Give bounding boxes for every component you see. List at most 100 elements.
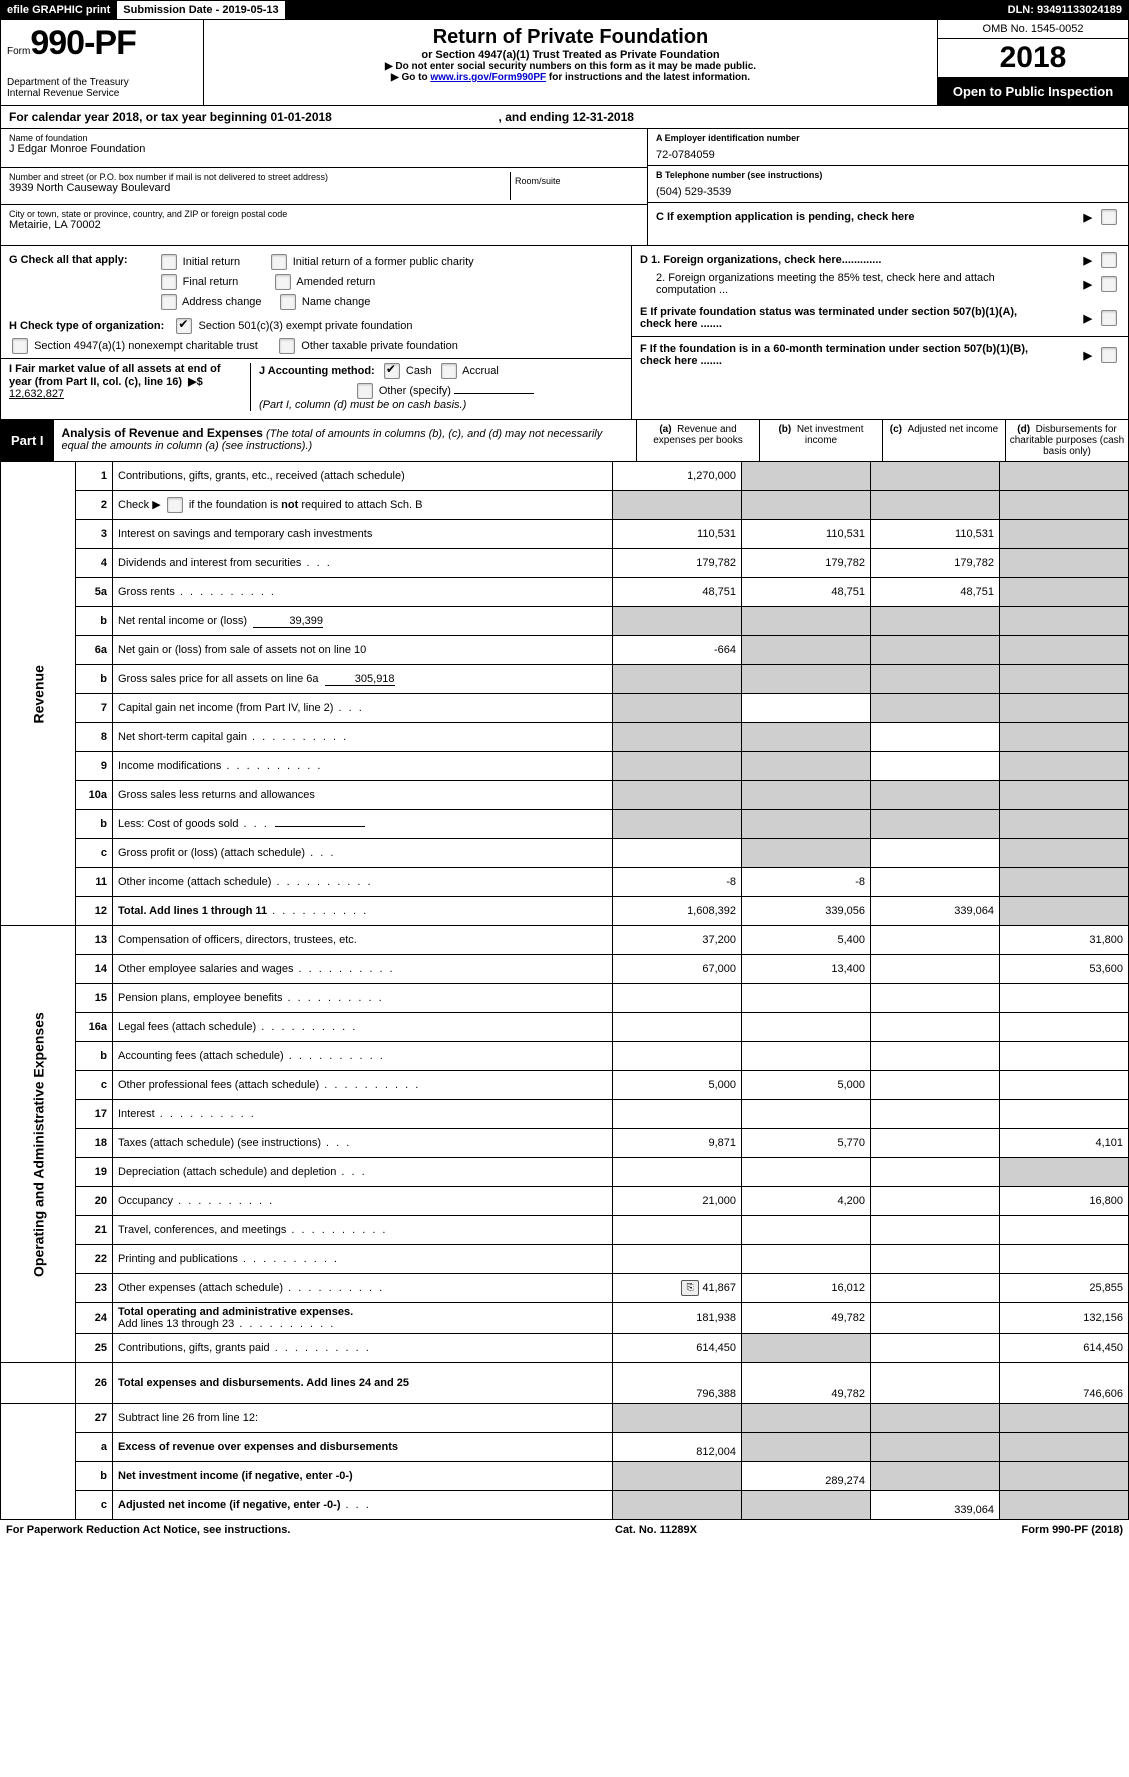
irs-link[interactable]: www.irs.gov/Form990PF — [430, 72, 546, 83]
header-spacer — [286, 1, 1002, 19]
line-desc: Check ▶ if the foundation is not require… — [113, 491, 613, 520]
line-val-b: 48,751 — [742, 578, 871, 607]
calendar-row: For calendar year 2018, or tax year begi… — [0, 106, 1129, 129]
attachment-icon[interactable]: ⎘ — [681, 1280, 699, 1296]
line-num: 16a — [76, 1013, 113, 1042]
g-address-checkbox[interactable] — [161, 294, 177, 310]
line-val-b: 16,012 — [742, 1274, 871, 1303]
line-val-d: 132,156 — [1000, 1303, 1129, 1334]
col-b-label: Net investment income — [797, 424, 864, 446]
line-num: 8 — [76, 723, 113, 752]
line-desc: Gross sales less returns and allowances — [113, 781, 613, 810]
table-row: 27 Subtract line 26 from line 12: — [1, 1404, 1129, 1433]
line-num: 7 — [76, 694, 113, 723]
inline-amount — [275, 826, 365, 827]
line-val-b: 4,200 — [742, 1187, 871, 1216]
line-val-a: 48,751 — [613, 578, 742, 607]
phone-value: (504) 529-3539 — [656, 186, 1120, 198]
f-checkbox[interactable] — [1101, 347, 1117, 363]
line-num: 4 — [76, 549, 113, 578]
ij-row: I Fair market value of all assets at end… — [1, 358, 631, 415]
g-amended-checkbox[interactable] — [275, 274, 291, 290]
table-row: 24 Total operating and administrative ex… — [1, 1303, 1129, 1334]
addr-label: Number and street (or P.O. box number if… — [9, 172, 504, 182]
line-desc: Total operating and administrative expen… — [118, 1306, 353, 1318]
j-other-checkbox[interactable] — [357, 383, 373, 399]
line-val-a: 9,871 — [613, 1129, 742, 1158]
foundation-name: J Edgar Monroe Foundation — [9, 143, 639, 155]
d1-checkbox[interactable] — [1101, 252, 1117, 268]
line-num: b — [76, 1042, 113, 1071]
j-note: (Part I, column (d) must be on cash basi… — [259, 399, 466, 411]
dln-cell: DLN: 93491133024189 — [1002, 1, 1128, 19]
table-row: b Gross sales price for all assets on li… — [1, 665, 1129, 694]
line-num: b — [76, 665, 113, 694]
line-desc: Interest — [118, 1108, 155, 1120]
line-val-d: 16,800 — [1000, 1187, 1129, 1216]
line-desc: Income modifications — [118, 760, 221, 772]
line-val-c: 110,531 — [871, 520, 1000, 549]
line-val-c — [871, 462, 1000, 491]
g-initial-checkbox[interactable] — [161, 254, 177, 270]
table-row: c Gross profit or (loss) (attach schedul… — [1, 839, 1129, 868]
line-num: 13 — [76, 926, 113, 955]
table-row: b Less: Cost of goods sold — [1, 810, 1129, 839]
g-initial: Initial return — [183, 256, 240, 268]
line-desc: Gross rents — [118, 586, 175, 598]
table-row: 26 Total expenses and disbursements. Add… — [1, 1363, 1129, 1404]
part1-header: Part I Analysis of Revenue and Expenses … — [0, 420, 1129, 462]
line-val-d: 614,450 — [1000, 1334, 1129, 1363]
i-sym: $ — [197, 376, 203, 388]
table-row: 8 Net short-term capital gain — [1, 723, 1129, 752]
table-row: Operating and Administrative Expenses 13… — [1, 926, 1129, 955]
line-desc: Other income (attach schedule) — [118, 876, 271, 888]
h-501c3-checkbox[interactable] — [176, 318, 192, 334]
l23-a-val: 41,867 — [702, 1282, 736, 1294]
g-name-checkbox[interactable] — [280, 294, 296, 310]
c-cell: C If exemption application is pending, c… — [648, 203, 1128, 231]
schb-checkbox[interactable] — [167, 497, 183, 513]
g-initial-former-checkbox[interactable] — [271, 254, 287, 270]
line-desc: Net rental income or (loss) — [118, 615, 247, 627]
l2-not: not — [281, 499, 298, 511]
line-desc: Contributions, gifts, grants, etc., rece… — [113, 462, 613, 491]
d2-checkbox[interactable] — [1101, 276, 1117, 292]
revenue-side-label: Revenue — [1, 462, 76, 926]
goto-post: for instructions and the latest informat… — [546, 72, 750, 83]
col-b-header: (b) Net investment income — [759, 420, 882, 461]
line-val-c: 339,064 — [871, 897, 1000, 926]
line-desc: Gross sales price for all assets on line… — [118, 673, 319, 685]
cal-pre: For calendar year 2018, or tax year begi… — [9, 110, 270, 124]
footer: For Paperwork Reduction Act Notice, see … — [0, 1520, 1129, 1540]
j-other: Other (specify) — [379, 385, 451, 397]
line-val-c: 179,782 — [871, 549, 1000, 578]
e-checkbox[interactable] — [1101, 310, 1117, 326]
line-val-d: 25,855 — [1000, 1274, 1129, 1303]
h-4947-checkbox[interactable] — [12, 338, 28, 354]
city-cell: City or town, state or province, country… — [1, 205, 647, 245]
line-num: 9 — [76, 752, 113, 781]
table-row: b Net investment income (if negative, en… — [1, 1462, 1129, 1491]
f-label: F If the foundation is in a 60-month ter… — [640, 343, 1028, 367]
j-accrual-checkbox[interactable] — [441, 363, 457, 379]
open-inspection: Open to Public Inspection — [938, 78, 1128, 105]
line-num: 12 — [76, 897, 113, 926]
j-cash-checkbox[interactable] — [384, 363, 400, 379]
form-number: 990-PF — [30, 24, 136, 62]
ein-label: A Employer identification number — [656, 133, 800, 143]
line-desc: Taxes (attach schedule) (see instruction… — [118, 1137, 321, 1149]
line-val-a: 110,531 — [613, 520, 742, 549]
table-row: 10a Gross sales less returns and allowan… — [1, 781, 1129, 810]
c-checkbox[interactable] — [1101, 209, 1117, 225]
line-num: c — [76, 839, 113, 868]
line-num: c — [76, 1071, 113, 1100]
line-val-d: 31,800 — [1000, 926, 1129, 955]
table-row: 12 Total. Add lines 1 through 11 1,608,3… — [1, 897, 1129, 926]
line-num: 27 — [76, 1404, 113, 1433]
line-num: 26 — [76, 1363, 113, 1404]
col-c-header: (c) Adjusted net income — [882, 420, 1005, 461]
g-final-checkbox[interactable] — [161, 274, 177, 290]
line-val-b: 289,274 — [742, 1462, 871, 1491]
h-other-checkbox[interactable] — [279, 338, 295, 354]
line-desc: Compensation of officers, directors, tru… — [113, 926, 613, 955]
